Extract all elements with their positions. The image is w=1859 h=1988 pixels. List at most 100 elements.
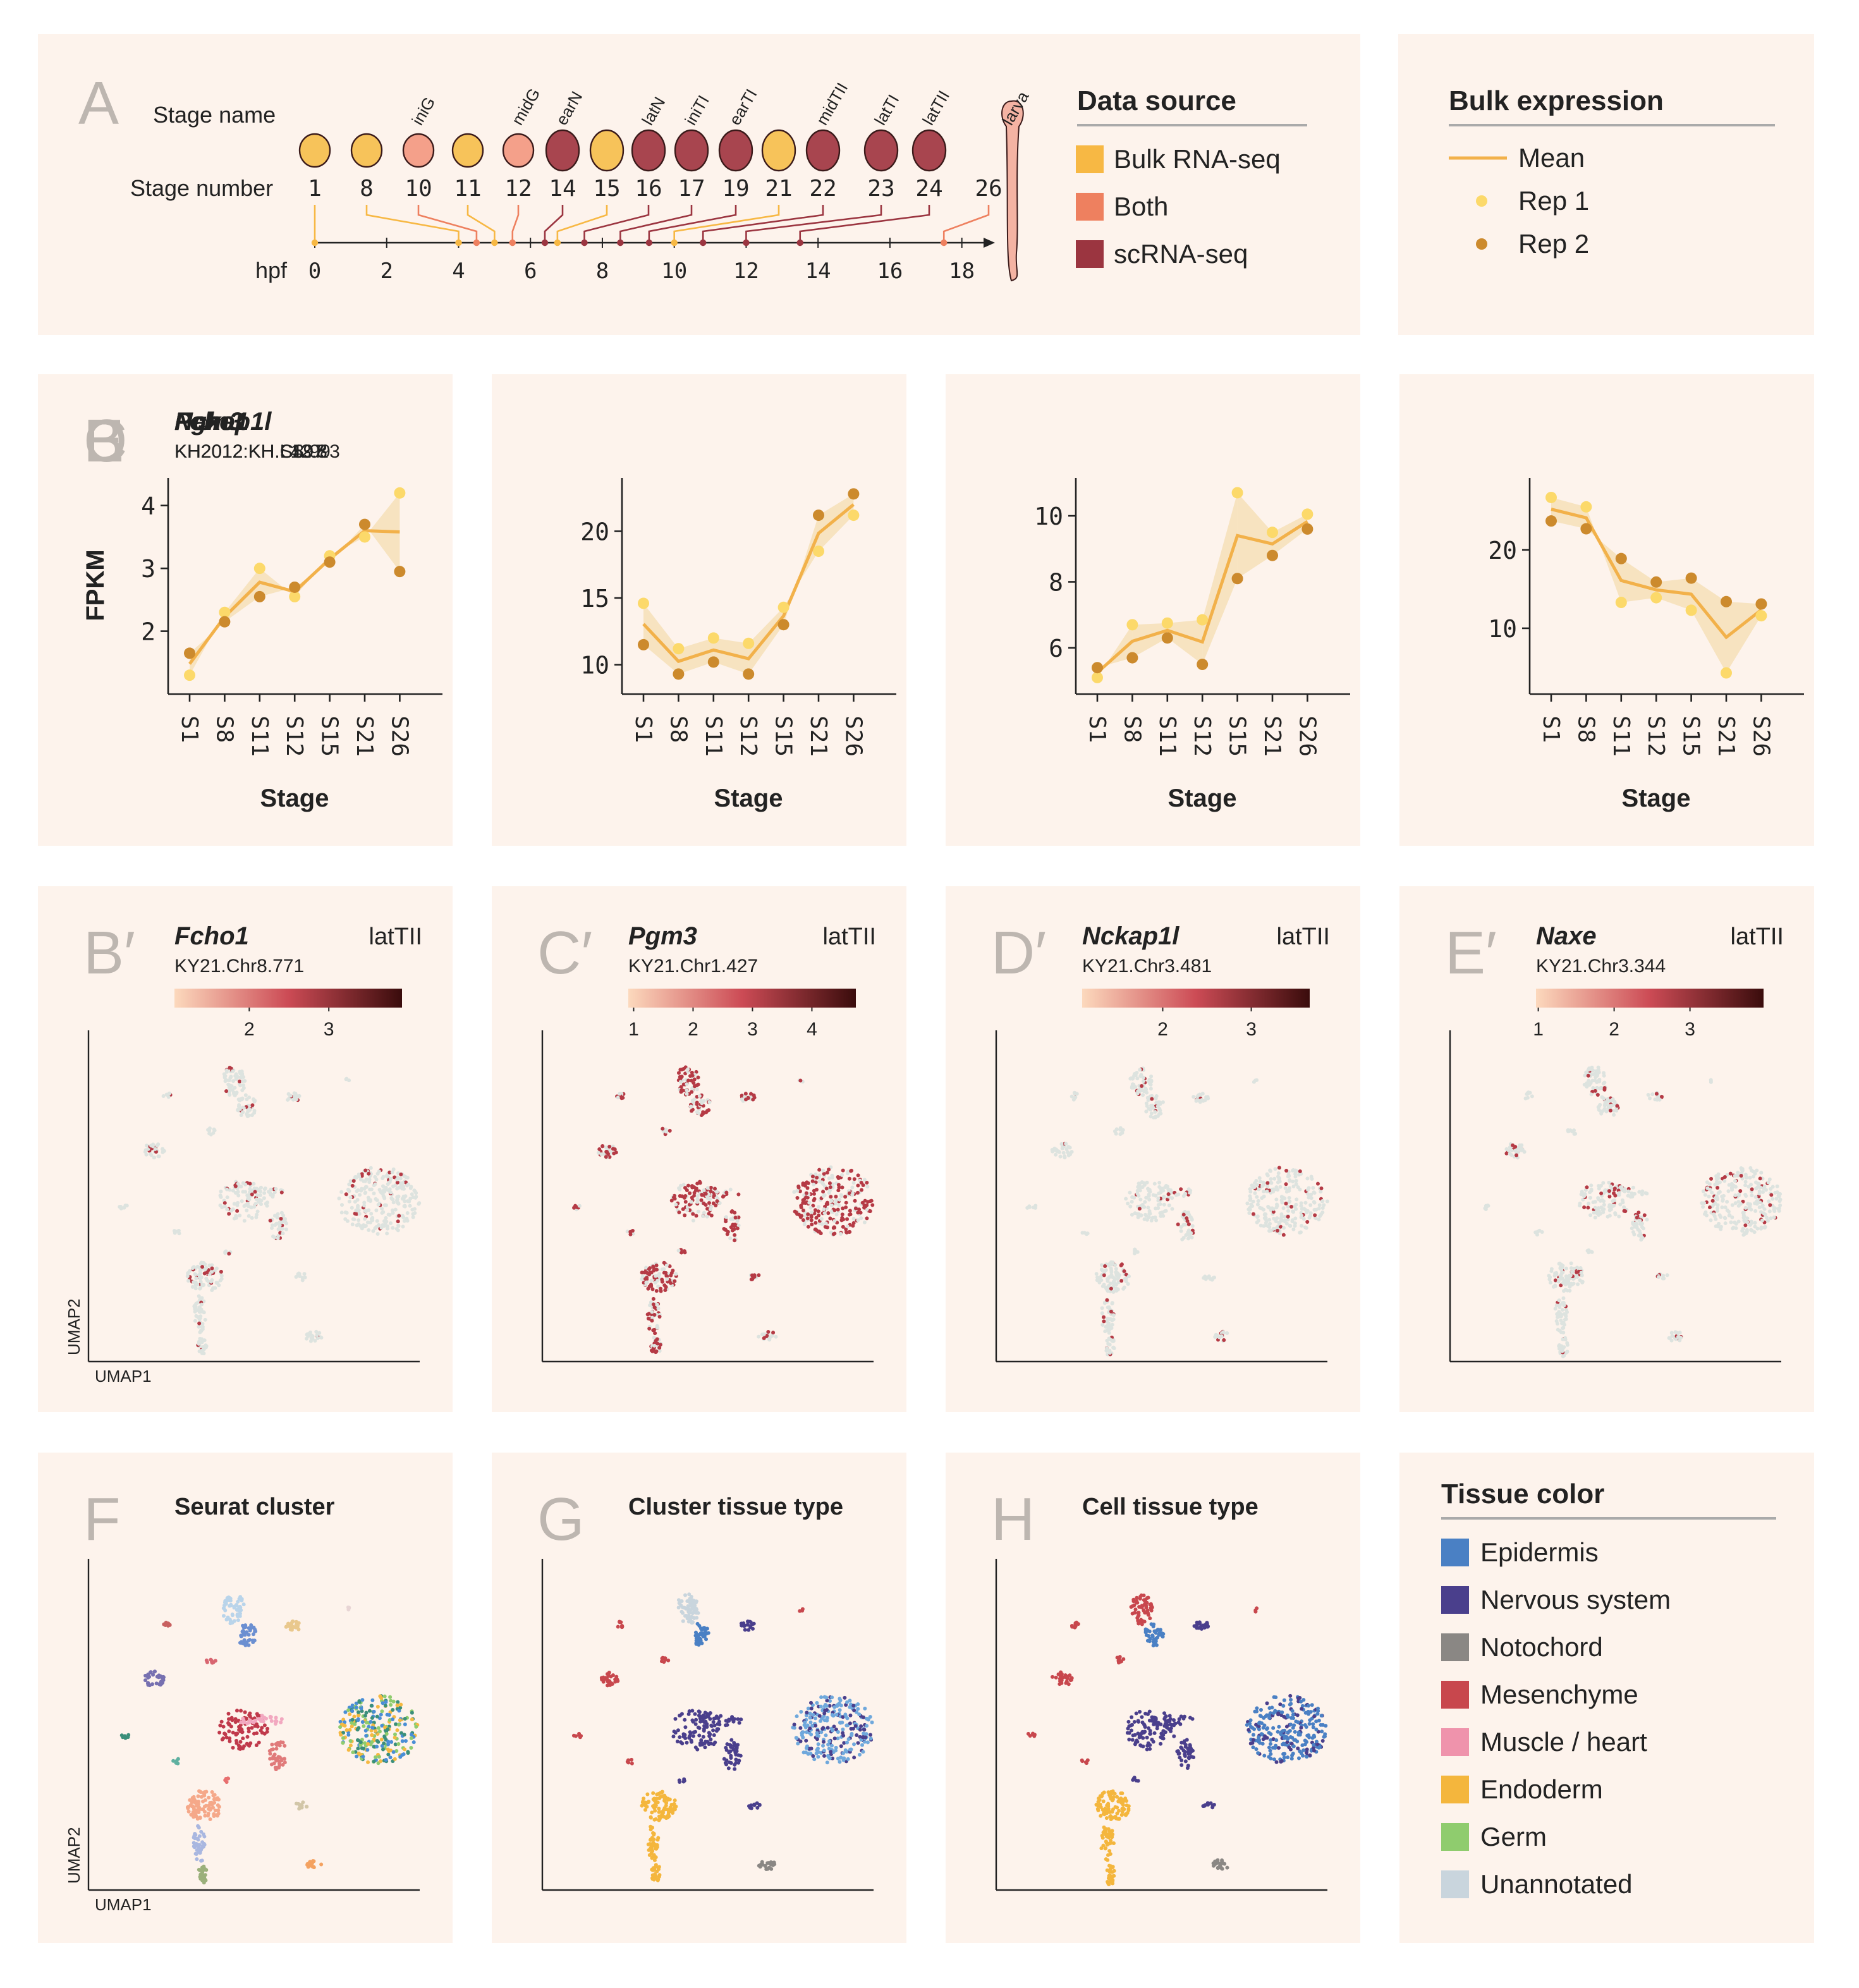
umap-cell [208, 1808, 212, 1812]
umap-cell [294, 1619, 298, 1624]
umap-cell [1710, 1198, 1715, 1203]
umap-cell [269, 1762, 274, 1767]
umap-cell [724, 1215, 728, 1219]
umap-cell [239, 1113, 243, 1118]
umap-cell [1112, 1346, 1116, 1350]
umap-cell [1595, 1209, 1599, 1213]
umap-cell [804, 1746, 808, 1750]
umap-cell [245, 1208, 249, 1212]
umap-cell [375, 1219, 379, 1223]
umap-cell [1118, 1128, 1123, 1132]
rep-dot [1126, 619, 1138, 631]
umap-cell [601, 1676, 606, 1681]
umap-cell [1166, 1192, 1171, 1197]
umap-cell [1085, 1231, 1090, 1236]
umap-cell [683, 1717, 687, 1722]
umap-cell [848, 1721, 852, 1726]
umap-y-label: UMAP2 [64, 1827, 83, 1884]
umap-cell [856, 1218, 860, 1223]
embryo-icon [863, 129, 899, 172]
umap-cell [254, 1215, 259, 1219]
umap-cell [829, 1750, 833, 1754]
umap-cell [201, 1791, 205, 1795]
y-axis-title: FPKM [82, 549, 109, 621]
umap-cell [228, 1736, 232, 1740]
rep-dot [1755, 598, 1767, 610]
umap-cell [251, 1632, 255, 1637]
umap-cell [1749, 1207, 1753, 1212]
umap-cell [668, 1805, 673, 1810]
umap-cell [222, 1201, 227, 1205]
umap-cell [1759, 1171, 1764, 1175]
umap-cell [820, 1222, 824, 1226]
umap-cell [1569, 1261, 1573, 1265]
umap-cell [1586, 1205, 1590, 1210]
umap-cell [819, 1695, 824, 1699]
umap-cell [150, 1144, 155, 1149]
umap-cell [805, 1195, 810, 1200]
umap-cell [690, 1718, 695, 1723]
umap-cell [250, 1726, 254, 1730]
umap-cell [866, 1717, 870, 1722]
umap-cell [839, 1744, 843, 1748]
umap-cell [252, 1731, 257, 1736]
umap-cell [360, 1746, 364, 1750]
umap-cell [193, 1842, 197, 1846]
umap-cell [1319, 1190, 1323, 1194]
rep-dot [1545, 515, 1557, 527]
umap-cell [1592, 1210, 1596, 1215]
rep-dot [743, 668, 755, 680]
umap-cell [359, 1706, 363, 1711]
umap-cell [1716, 1203, 1720, 1207]
umap-cell [655, 1341, 660, 1346]
umap-cell [259, 1202, 264, 1206]
umap-cell [619, 1620, 623, 1625]
umap-cell [200, 1322, 205, 1326]
umap-cell [1575, 1265, 1580, 1270]
umap-cell [363, 1168, 368, 1173]
umap-cell [226, 1711, 231, 1716]
umap-cell [243, 1093, 248, 1097]
umap-cell [1179, 1187, 1183, 1192]
umap-cell [1623, 1187, 1627, 1192]
umap-cell [848, 1713, 853, 1717]
umap-cell [241, 1106, 246, 1110]
umap-cell [664, 1130, 668, 1134]
umap-cell [387, 1712, 391, 1717]
umap-cell [1731, 1185, 1735, 1189]
umap-cell [1723, 1221, 1728, 1226]
umap-cell [705, 1186, 710, 1190]
umap-cell [1294, 1207, 1298, 1211]
y-tick-label: 8 [1049, 568, 1063, 596]
umap-cell [1609, 1104, 1614, 1108]
umap-cell [836, 1730, 840, 1735]
umap-cell [843, 1195, 848, 1199]
umap-cell [1137, 1193, 1141, 1198]
umap-cell [1607, 1208, 1612, 1212]
umap-cell [1318, 1214, 1322, 1218]
umap-cell [1763, 1224, 1767, 1229]
umap-cell [1275, 1202, 1279, 1207]
umap-cell [366, 1760, 370, 1764]
gene-id: KY21.Chr1.427 [628, 956, 758, 977]
umap-cell [1748, 1204, 1752, 1209]
umap-cell [363, 1217, 367, 1221]
umap-cell [709, 1737, 713, 1741]
umap-cell [1100, 1284, 1105, 1288]
umap-cell [734, 1749, 739, 1753]
umap-cell [1154, 1096, 1158, 1101]
umap-cell [723, 1760, 728, 1765]
umap-cell [1528, 1090, 1532, 1095]
umap-cell [1743, 1180, 1748, 1184]
umap-cell [1599, 1205, 1604, 1210]
umap-cell [833, 1202, 838, 1206]
stage-number: 23 [867, 176, 894, 202]
umap-cell [1607, 1189, 1611, 1193]
umap-cell [214, 1266, 219, 1271]
umap-cell [386, 1742, 391, 1747]
umap-cell [1733, 1220, 1737, 1224]
umap-cell [822, 1704, 827, 1709]
umap-cell [1603, 1100, 1607, 1104]
colorbar-tick-label: 2 [1609, 1019, 1619, 1040]
umap-cell [240, 1640, 244, 1644]
